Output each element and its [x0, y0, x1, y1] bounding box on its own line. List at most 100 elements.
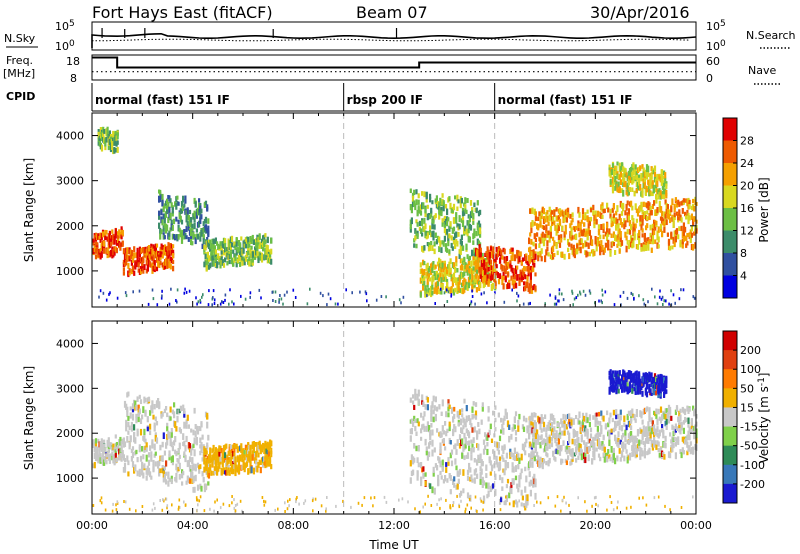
- echo-cell: [505, 412, 508, 420]
- echo-cell: [182, 404, 185, 412]
- echo-cell: [489, 246, 493, 251]
- echo-cell: [472, 267, 475, 275]
- echo-cell: [151, 443, 154, 449]
- echo-cell: [255, 442, 258, 447]
- echo-cell: [570, 243, 573, 251]
- echo-cell: [194, 430, 197, 438]
- echo-cell: [217, 243, 220, 251]
- echo-cell: [214, 257, 217, 263]
- echo-cell: [245, 457, 249, 462]
- echo-cell: [218, 462, 221, 469]
- echo-cell: [209, 447, 212, 454]
- echo-cell: [663, 182, 666, 188]
- echo-cell: [602, 434, 605, 441]
- echo-cell: [643, 452, 646, 459]
- echo-cell: [146, 426, 149, 432]
- echo-cell: [616, 183, 619, 190]
- echo-cell: [655, 414, 658, 420]
- echo-cell: [633, 448, 636, 453]
- echo-cell: [657, 408, 660, 415]
- echo-cell: [532, 265, 535, 272]
- echo-cell: [190, 234, 193, 240]
- echo-cell: [448, 196, 451, 202]
- ground-scatter-cell: [147, 302, 150, 306]
- echo-cell: [634, 371, 637, 376]
- echo-cell: [161, 254, 164, 259]
- echo-cell: [461, 216, 465, 224]
- echo-cell: [455, 484, 458, 490]
- echo-cell: [602, 208, 605, 214]
- echo-cell: [440, 277, 443, 283]
- ground-scatter-cell: [244, 297, 247, 301]
- echo-cell: [476, 251, 479, 257]
- echo-cell: [642, 171, 645, 178]
- echo-cell: [460, 490, 463, 496]
- echo-cell: [232, 249, 235, 254]
- echo-cell: [502, 283, 505, 290]
- echo-cell: [443, 215, 446, 222]
- echo-cell: [646, 223, 649, 229]
- echo-cell: [212, 255, 215, 261]
- ground-scatter-cell: [109, 291, 111, 295]
- echo-cell: [497, 449, 500, 455]
- ground-scatter-cell: [105, 298, 108, 302]
- echo-cell: [463, 455, 466, 461]
- echo-cell: [249, 248, 252, 254]
- echo-cell: [620, 222, 624, 228]
- echo-cell: [435, 288, 438, 295]
- echo-cell: [527, 425, 530, 432]
- echo-cell: [640, 206, 643, 212]
- echo-cell: [584, 453, 587, 460]
- echo-cell: [612, 447, 615, 453]
- echo-cell: [625, 235, 628, 241]
- echo-cell: [470, 260, 473, 267]
- echo-cell: [192, 443, 195, 449]
- echo-cell: [193, 449, 196, 457]
- echo-cell: [693, 429, 696, 436]
- echo-cell: [595, 417, 598, 423]
- echo-cell: [419, 268, 422, 274]
- echo-cell: [643, 430, 646, 438]
- echo-cell: [649, 183, 652, 190]
- nsearch-label: N.Search: [746, 29, 796, 42]
- echo-cell: [569, 223, 572, 228]
- echo-cell: [99, 441, 102, 447]
- echo-cell: [416, 474, 419, 481]
- echo-cell: [421, 467, 424, 473]
- echo-cell: [665, 208, 668, 215]
- ground-scatter-cell: [516, 291, 518, 295]
- echo-cell: [533, 263, 536, 268]
- echo-cell: [471, 249, 474, 257]
- echo-cell: [677, 416, 680, 423]
- echo-cell: [112, 148, 115, 155]
- echo-cell: [669, 415, 672, 421]
- echo-cell: [119, 451, 122, 458]
- echo-cell: [529, 459, 532, 466]
- echo-cell: [179, 428, 182, 434]
- echo-cell: [664, 188, 667, 195]
- echo-cell: [571, 453, 574, 460]
- echo-cell: [410, 208, 413, 214]
- echo-cell: [595, 241, 598, 247]
- echo-cell: [674, 197, 677, 202]
- echo-cell: [661, 216, 664, 224]
- echo-cell: [686, 240, 689, 246]
- echo-cell: [138, 394, 141, 399]
- echo-cell: [487, 278, 490, 285]
- ground-scatter-cell: [469, 302, 472, 306]
- echo-cell: [153, 265, 156, 270]
- echo-cell: [685, 417, 688, 422]
- echo-cell: [239, 242, 242, 248]
- echo-cell: [145, 260, 148, 266]
- echo-cell: [174, 477, 177, 482]
- echo-cell: [483, 276, 486, 283]
- echo-cell: [235, 261, 238, 268]
- echo-cell: [609, 380, 612, 386]
- echo-cell: [488, 457, 491, 464]
- echo-cell: [624, 231, 627, 238]
- echo-cell: [645, 167, 649, 173]
- echo-cell: [557, 438, 560, 445]
- echo-cell: [475, 231, 478, 237]
- echo-cell: [672, 426, 675, 431]
